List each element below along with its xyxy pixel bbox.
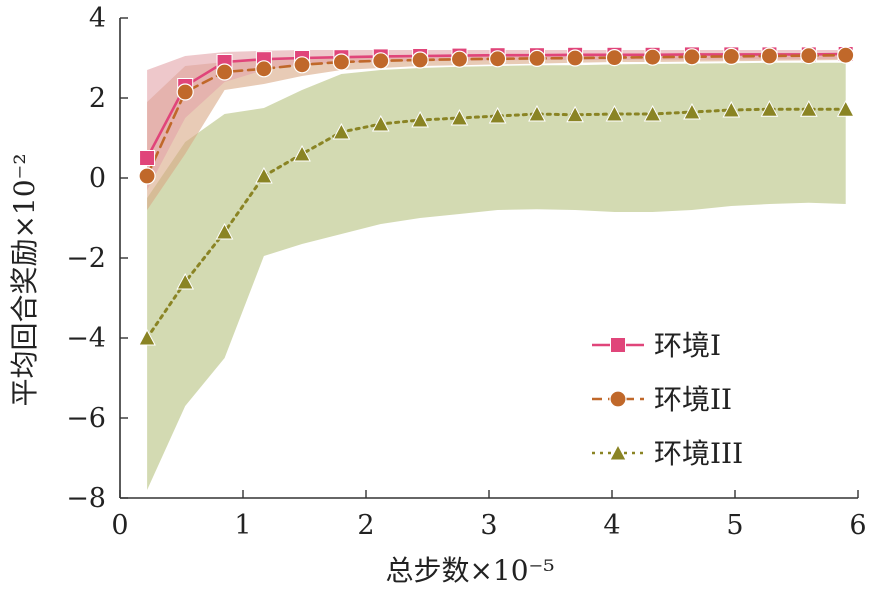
marker-series-2 xyxy=(293,56,311,74)
marker-series-3 xyxy=(683,102,701,120)
marker-series-2 xyxy=(643,48,662,66)
marker-series-2 xyxy=(176,83,194,101)
marker-series-3 xyxy=(293,144,311,162)
y-tick-label: 0 xyxy=(89,163,106,194)
marker-series-2 xyxy=(450,50,469,68)
marker-series-2 xyxy=(605,48,624,67)
marker-series-3 xyxy=(488,106,507,124)
marker-series-3 xyxy=(176,272,195,290)
marker-series-3 xyxy=(836,100,855,117)
legend-label-1: 环境I xyxy=(654,329,721,362)
x-tick-label: 5 xyxy=(726,510,743,541)
band-series-3 xyxy=(147,62,846,491)
y-axis-title: 平均回合奖励×10⁻² xyxy=(8,153,41,406)
series-markers xyxy=(138,46,855,346)
y-tick-label: 4 xyxy=(89,3,106,34)
marker-series-3 xyxy=(722,100,741,118)
marker-series-2 xyxy=(683,48,701,66)
marker-series-2 xyxy=(215,63,234,81)
legend: 环境I 环境II 环境III xyxy=(592,329,743,470)
marker-series-2 xyxy=(489,50,507,68)
marker-series-2 xyxy=(566,49,584,67)
marker-series-3 xyxy=(411,110,429,128)
marker-series-3 xyxy=(138,328,156,346)
x-axis-title: 总步数×10⁻⁵ xyxy=(385,554,554,587)
y-tick-label: −8 xyxy=(66,483,106,514)
marker-series-2 xyxy=(800,46,818,65)
y-tick-label: −2 xyxy=(66,243,106,274)
marker-series-3 xyxy=(332,122,351,140)
marker-series-3 xyxy=(799,100,818,117)
x-tick-label: 6 xyxy=(849,510,866,541)
marker-series-3 xyxy=(760,100,779,117)
y-tick-label: −6 xyxy=(66,403,106,434)
marker-series-2 xyxy=(760,47,779,65)
legend-marker-2 xyxy=(609,390,627,408)
marker-series-3 xyxy=(450,108,469,126)
legend-marker-1 xyxy=(610,337,626,353)
marker-series-2 xyxy=(837,46,855,64)
marker-series-3 xyxy=(255,166,273,184)
legend-label-3: 环境III xyxy=(654,437,743,470)
legend-marker-3 xyxy=(609,443,627,461)
marker-series-2 xyxy=(255,60,273,78)
marker-series-3 xyxy=(605,104,624,122)
y-tick-label: −4 xyxy=(66,323,106,354)
marker-series-2 xyxy=(372,52,390,70)
legend-label-2: 环境II xyxy=(654,383,732,416)
marker-series-2 xyxy=(332,53,350,71)
marker-series-2 xyxy=(411,51,429,69)
x-tick-label: 1 xyxy=(234,510,251,541)
marker-series-3 xyxy=(528,104,546,122)
marker-series-2 xyxy=(138,167,156,185)
marker-series-3 xyxy=(371,114,390,132)
axes: 0 1 2 3 4 5 6 4 2 0 −2 −4 −6 −8 xyxy=(66,3,866,541)
marker-series-3 xyxy=(215,222,234,240)
x-tick-label: 2 xyxy=(357,510,374,541)
x-tick-label: 3 xyxy=(480,510,497,541)
x-tick-label: 0 xyxy=(111,510,128,541)
marker-series-1 xyxy=(139,150,156,166)
marker-series-3 xyxy=(643,104,662,122)
marker-series-3 xyxy=(566,105,584,123)
y-tick-label: 2 xyxy=(89,83,106,114)
marker-series-2 xyxy=(528,49,546,68)
marker-series-2 xyxy=(722,47,740,66)
x-tick-label: 4 xyxy=(603,510,620,541)
